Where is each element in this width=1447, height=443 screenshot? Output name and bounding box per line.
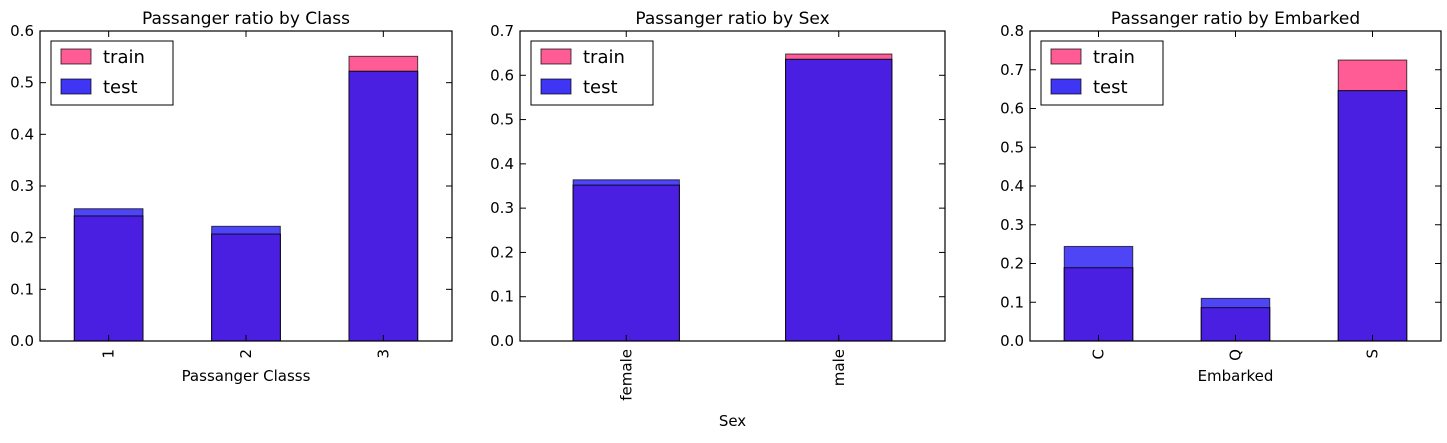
ytick-label: 0.1 <box>10 280 34 298</box>
bar-overlap-female <box>572 184 680 342</box>
ytick-label: 0.6 <box>1000 100 1024 118</box>
legend-swatch-train <box>1050 48 1082 65</box>
chart-title: Passanger ratio by Sex <box>635 9 829 29</box>
ytick-label: 0.0 <box>490 332 514 350</box>
x-axis-label: Sex <box>719 412 746 430</box>
bar-overlap-3 <box>348 70 419 342</box>
ytick-label: 0.2 <box>490 243 514 261</box>
bar-overlap-2 <box>211 233 281 342</box>
legend-label-test: test <box>583 77 618 98</box>
x-axis-label: Embarked <box>1198 367 1274 385</box>
legend-swatch-test <box>60 78 92 95</box>
ytick-label: 0.6 <box>10 22 34 40</box>
xtick-label-female: female <box>617 349 635 401</box>
legend-label-test: test <box>103 77 138 98</box>
ytick-label: 0.2 <box>10 229 34 247</box>
ytick-label: 0.3 <box>1000 216 1024 234</box>
legend-label-train: train <box>583 47 625 68</box>
chart-panel-1: 0.0 0.1 0.2 0.3 0.4 0.5 0.6 1 2 3 Passanger ratio … <box>10 9 453 385</box>
xtick-label-C: C <box>1090 349 1108 359</box>
legend: train test <box>530 40 654 106</box>
legend-swatch-train <box>60 48 92 65</box>
legend: train test <box>50 40 174 106</box>
ytick-label: 0.0 <box>1000 332 1024 350</box>
legend-swatch-train <box>540 48 572 65</box>
legend-swatch-test <box>1050 78 1082 95</box>
legend: train test <box>1040 40 1164 106</box>
xtick-label-S: S <box>1364 349 1382 359</box>
ytick-label: 0.0 <box>10 332 34 350</box>
chart-title: Passanger ratio by Class <box>142 9 350 29</box>
xtick-label-1: 1 <box>100 349 118 359</box>
ytick-label: 0.1 <box>1000 293 1024 311</box>
legend-label-test: test <box>1093 77 1128 98</box>
bar-overlap-C <box>1063 267 1134 342</box>
legend-label-train: train <box>1093 47 1135 68</box>
ytick-label: 0.3 <box>490 199 514 217</box>
ytick-label: 0.6 <box>490 66 514 84</box>
ytick-label: 0.7 <box>490 22 514 40</box>
x-axis-label: Passanger Classs <box>182 367 311 385</box>
axes-frame <box>519 30 946 342</box>
ytick-label: 0.8 <box>1000 22 1024 40</box>
legend-swatch-test <box>540 78 572 95</box>
ytick-label: 0.5 <box>10 74 34 92</box>
ytick-label: 0.4 <box>10 125 34 143</box>
bar-overlap-male <box>785 58 893 342</box>
xtick-label-Q: Q <box>1227 349 1245 361</box>
bar-overlap-S <box>1337 90 1408 342</box>
chart-title: Passanger ratio by Embarked <box>1111 9 1360 29</box>
ytick-label: 0.3 <box>10 177 34 195</box>
chart-panel-3: 0.0 0.1 0.2 0.3 0.4 0.5 0.6 0.7 0.8 C Q S Passanger … <box>1000 9 1442 385</box>
ytick-label: 0.7 <box>1000 61 1024 79</box>
legend-label-train: train <box>103 47 145 68</box>
ytick-label: 0.4 <box>490 155 514 173</box>
bar-overlap-1 <box>73 215 144 342</box>
xtick-label-male: male <box>830 349 848 386</box>
ytick-label: 0.5 <box>1000 138 1024 156</box>
ytick-label: 0.4 <box>1000 177 1024 195</box>
ytick-label: 0.1 <box>490 288 514 306</box>
xtick-label-2: 2 <box>237 349 255 359</box>
ytick-label: 0.2 <box>1000 255 1024 273</box>
chart-panel-2: 0.0 0.1 0.2 0.3 0.4 0.5 0.6 0.7 female male Passan… <box>490 9 946 430</box>
xtick-label-3: 3 <box>374 349 392 359</box>
ytick-label: 0.5 <box>490 111 514 129</box>
